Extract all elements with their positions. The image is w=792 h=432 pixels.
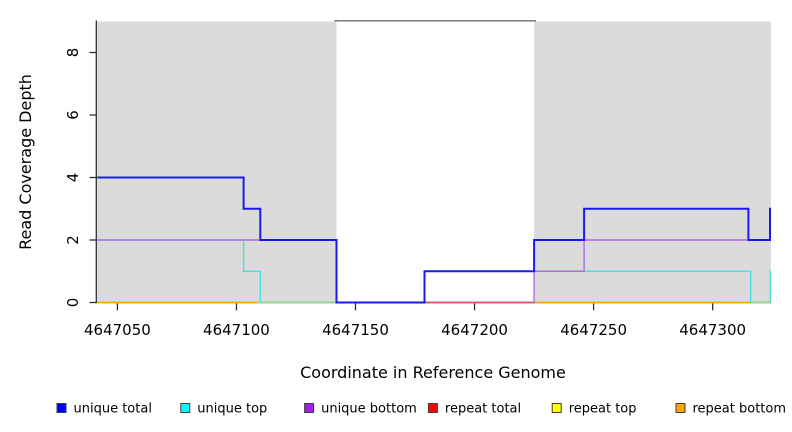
repeat-region-shades: [97, 21, 771, 304]
x-axis-ticks: 4647050 4647100 4647150 4647200 4647250 46473…: [84, 303, 746, 339]
y-axis: 0 2 4 6 8 Read Coverage Depth: [16, 20, 97, 308]
y-tick-label: 0: [64, 298, 82, 308]
y-axis-title: Read Coverage Depth: [16, 74, 35, 250]
legend-item-unique-total: unique total: [56, 402, 152, 417]
y-axis-ticks: 0 2 4 6 8: [64, 48, 97, 308]
x-axis-title: Coordinate in Reference Genome: [300, 363, 566, 382]
x-tick-label: 4647100: [203, 321, 270, 339]
legend-swatch: [427, 403, 438, 413]
series-lines: [97, 176, 771, 304]
legend: unique total unique top unique bottom repea…: [56, 402, 787, 417]
legend-label: unique top: [197, 402, 267, 417]
x-axis: 4647050 4647100 4647150 4647200 4647250 46473…: [84, 303, 746, 382]
series-unique-total: [97, 176, 771, 304]
legend-swatch: [180, 403, 191, 413]
y-tick-label: 6: [64, 110, 82, 120]
legend-label: unique total: [74, 402, 152, 417]
x-tick-label: 4647250: [560, 321, 627, 339]
y-tick-label: 4: [64, 173, 82, 183]
legend-item-repeat-top: repeat top: [551, 402, 637, 417]
x-tick-label: 4647150: [322, 321, 389, 339]
legend-label: repeat total: [445, 402, 521, 417]
repeat-region-shade: [534, 21, 771, 304]
repeat-region-shade: [97, 21, 337, 304]
legend-swatch: [675, 403, 686, 413]
x-tick-label: 4647200: [441, 321, 508, 339]
legend-item-repeat-total: repeat total: [427, 402, 521, 417]
legend-swatch: [551, 403, 562, 413]
legend-item-unique-bottom: unique bottom: [304, 402, 417, 417]
y-tick-label: 2: [64, 235, 82, 245]
legend-swatch: [304, 403, 315, 413]
legend-item-unique-top: unique top: [180, 402, 267, 417]
y-tick-label: 8: [64, 48, 82, 58]
legend-label: unique bottom: [321, 402, 417, 417]
legend-item-repeat-bottom: repeat bottom: [675, 402, 787, 417]
legend-label: repeat bottom: [693, 402, 787, 417]
legend-label: repeat top: [569, 402, 637, 417]
x-tick-label: 4647300: [679, 321, 746, 339]
legend-swatch: [56, 403, 67, 413]
x-tick-label: 4647050: [84, 321, 151, 339]
